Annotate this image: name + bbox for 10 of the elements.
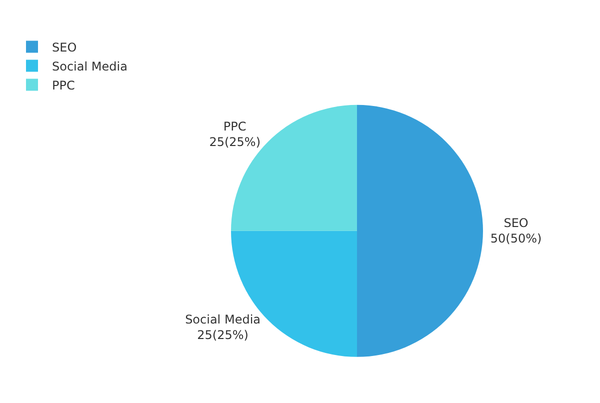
data-label: 50(50%) [490,232,542,246]
data-label: 25(25%) [197,328,248,342]
legend-label: SEO [52,40,77,54]
slice-label: PPC [223,120,246,134]
pie-slice [357,104,483,357]
legend-label: PPC [52,78,75,92]
slice-label: SEO [504,216,528,230]
legend-label: Social Media [52,59,128,74]
slice-label: Social Media [185,312,261,327]
data-label: 25(25%) [209,135,261,150]
